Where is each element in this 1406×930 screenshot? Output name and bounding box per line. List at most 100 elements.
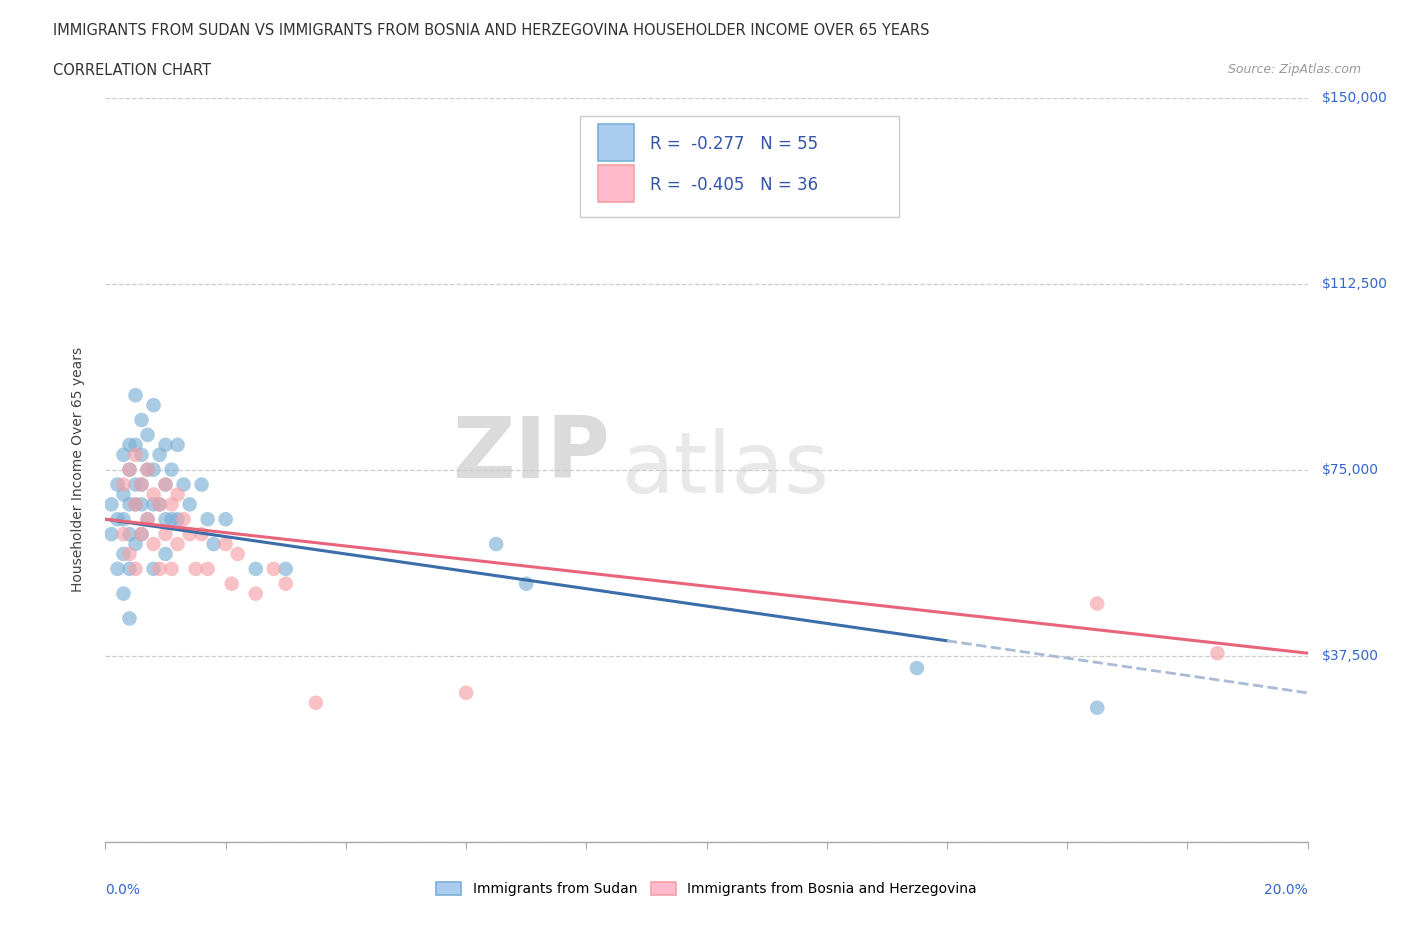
Point [142,562,165,577]
Point [179,497,201,512]
Point [515,577,537,591]
Point [142,398,165,413]
Point [905,660,928,675]
Point [112,487,135,502]
Point [148,497,170,512]
Point [305,696,328,711]
Point [142,537,165,551]
Point [160,462,183,477]
Point [173,512,195,526]
Point [118,526,141,541]
Point [124,537,146,551]
Point [136,512,159,526]
Point [118,462,141,477]
Point [1085,700,1108,715]
Point [226,547,249,562]
Point [173,477,195,492]
Legend: Immigrants from Sudan, Immigrants from Bosnia and Herzegovina: Immigrants from Sudan, Immigrants from B… [430,877,983,902]
Point [142,462,165,477]
Point [155,477,177,492]
Point [118,497,141,512]
Point [166,512,188,526]
FancyBboxPatch shape [599,124,634,161]
Point [136,462,159,477]
Point [148,562,170,577]
Point [124,388,146,403]
Point [160,497,183,512]
Point [142,487,165,502]
Point [131,413,153,428]
Point [136,428,159,443]
Point [112,447,135,462]
Point [184,562,207,577]
Point [112,512,135,526]
Text: 0.0%: 0.0% [105,883,141,897]
Point [263,562,285,577]
Point [197,562,219,577]
Point [118,437,141,452]
Point [131,526,153,541]
Point [214,512,236,526]
Text: R =  -0.277   N = 55: R = -0.277 N = 55 [650,135,818,153]
Point [166,487,188,502]
Point [179,526,201,541]
Point [124,497,146,512]
Point [245,586,267,601]
Point [100,497,122,512]
Point [142,497,165,512]
Point [274,577,297,591]
Point [131,447,153,462]
Point [160,562,183,577]
Point [112,526,135,541]
Point [155,547,177,562]
Text: CORRELATION CHART: CORRELATION CHART [53,63,211,78]
Point [245,562,267,577]
Point [124,437,146,452]
Point [202,537,225,551]
Point [148,447,170,462]
Text: $75,000: $75,000 [1322,462,1378,477]
Point [131,477,153,492]
Point [112,477,135,492]
Text: $150,000: $150,000 [1322,90,1388,105]
FancyBboxPatch shape [599,165,634,202]
Point [124,562,146,577]
Point [112,547,135,562]
Point [118,462,141,477]
Point [166,437,188,452]
Point [107,477,129,492]
Y-axis label: Householder Income Over 65 years: Householder Income Over 65 years [70,347,84,592]
Point [131,526,153,541]
Point [485,537,508,551]
Point [136,462,159,477]
Text: ZIP: ZIP [453,413,610,497]
Text: atlas: atlas [623,428,831,512]
Point [112,586,135,601]
Point [1085,596,1108,611]
Point [1206,645,1229,660]
Point [131,497,153,512]
Point [155,477,177,492]
Point [214,537,236,551]
Point [107,562,129,577]
Point [221,577,243,591]
Point [131,477,153,492]
Point [118,562,141,577]
Point [155,526,177,541]
Point [118,547,141,562]
Point [190,526,212,541]
Text: R =  -0.405   N = 36: R = -0.405 N = 36 [650,176,818,193]
Point [190,477,212,492]
Text: IMMIGRANTS FROM SUDAN VS IMMIGRANTS FROM BOSNIA AND HERZEGOVINA HOUSEHOLDER INCO: IMMIGRANTS FROM SUDAN VS IMMIGRANTS FROM… [53,23,929,38]
Point [155,437,177,452]
Point [118,611,141,626]
Text: 20.0%: 20.0% [1264,883,1308,897]
Text: $112,500: $112,500 [1322,276,1388,291]
Point [124,477,146,492]
Point [155,512,177,526]
Text: Source: ZipAtlas.com: Source: ZipAtlas.com [1227,63,1361,76]
Point [197,512,219,526]
Point [136,512,159,526]
Point [100,526,122,541]
Point [148,497,170,512]
